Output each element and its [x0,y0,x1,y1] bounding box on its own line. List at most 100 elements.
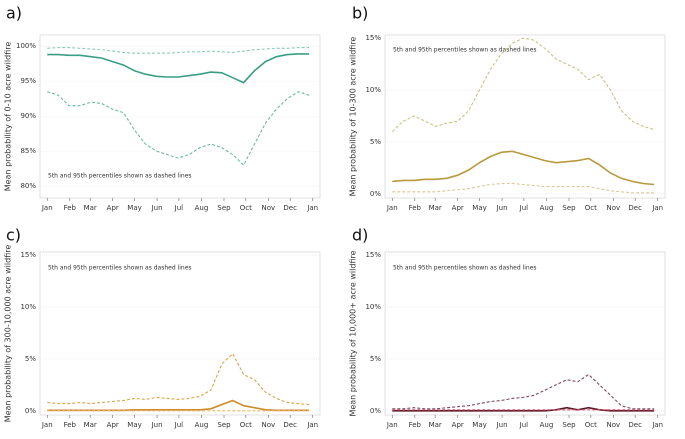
x-tick-label: Dec [628,204,642,212]
x-tick-label: Sep [217,421,231,429]
x-tick-label: Jun [151,204,163,212]
y-tick-label: 10% [20,303,36,311]
x-tick-label: Aug [540,204,554,212]
series-line [47,352,310,406]
x-tick-label: Mar [84,421,97,429]
x-tick-label: Dec [628,421,642,429]
y-tick-label: 10% [365,303,381,311]
y-tick-label: 85% [20,147,36,155]
x-tick-label: Sep [217,204,231,212]
x-tick-label: Jun [496,204,508,212]
y-axis-label: Mean probability of 10,000+ acre wildfir… [349,250,358,416]
series-line [47,91,310,167]
x-tick-label: Apr [452,421,464,429]
x-tick-label: Feb [64,421,77,429]
panel-label: d) [352,226,368,245]
x-tick-label: May [127,204,141,212]
x-tick-label: Sep [562,204,576,212]
y-tick-label: 0% [370,407,381,415]
series-line [392,150,655,186]
x-tick-label: Apr [452,204,464,212]
series-line [392,373,655,410]
x-tick-label: May [472,204,486,212]
y-tick-label: 15% [20,251,36,259]
series-line [391,37,655,132]
x-tick-label: Apr [107,421,119,429]
x-tick-label: Apr [107,204,119,212]
x-tick-label: Mar [429,421,442,429]
x-tick-label: Jan [41,204,53,212]
panel-label: b) [352,4,368,23]
x-tick-label: Jan [651,204,663,212]
x-tick-label: Jan [651,421,663,429]
y-tick-label: 80% [20,182,36,190]
y-tick-label: 90% [20,112,36,120]
y-tick-label: 0% [25,407,36,415]
x-tick-label: Jun [496,421,508,429]
x-tick-label: Oct [240,421,252,429]
x-tick-label: Aug [540,421,554,429]
x-tick-label: Jul [174,204,184,212]
y-axis-label: Mean probability of 0-10 acre wildfire [4,42,13,192]
x-tick-label: Jan [386,421,398,429]
x-tick-label: Feb [64,204,77,212]
y-tick-label: 5% [25,355,36,363]
annotation: 5th and 95th percentiles shown as dashed… [393,265,537,272]
x-tick-label: Nov [262,204,276,212]
panel-label: a) [6,4,22,23]
x-tick-label: Oct [240,204,252,212]
x-tick-label: Jan [386,204,398,212]
series-line [47,53,310,84]
x-tick-label: Oct [585,421,597,429]
x-tick-label: Jul [519,204,529,212]
panel: a) Mean probability of 0-10 acre wildfire… [4,4,321,212]
y-tick-label: 95% [20,77,36,85]
x-tick-label: Jun [151,421,163,429]
y-tick-label: 5% [370,138,381,146]
series-line [392,182,655,194]
plot-frame [39,251,321,416]
x-tick-label: Feb [409,421,422,429]
series-line [47,399,310,412]
plot-frame [39,34,321,199]
x-tick-label: Mar [84,204,97,212]
x-tick-label: Jan [306,204,318,212]
x-tick-label: Feb [409,204,422,212]
plot-frame [384,251,666,416]
y-tick-label: 0% [370,190,381,198]
plot-frame [384,34,666,199]
x-tick-label: Aug [195,204,209,212]
annotation: 5th and 95th percentiles shown as dashed… [48,265,192,272]
x-tick-label: May [472,421,486,429]
x-tick-label: Sep [562,421,576,429]
panel-label: c) [6,226,21,245]
annotation: 5th and 95th percentiles shown as dashed… [48,173,192,180]
x-tick-label: Aug [195,421,209,429]
x-tick-label: Mar [429,204,442,212]
series-line [392,406,655,412]
series-line [47,47,310,54]
y-tick-label: 15% [365,251,381,259]
x-tick-label: Jan [41,421,53,429]
panel: d) Mean probability of 10,000+ acre wildf… [349,226,666,429]
x-tick-label: Nov [607,421,621,429]
x-tick-label: Jan [306,421,318,429]
x-tick-label: May [127,421,141,429]
x-tick-label: Jul [519,421,529,429]
panel: b) Mean probability of 10-300 acre wildfi… [349,4,666,212]
y-axis-label: Mean probability of 300-10,000 acre wild… [4,245,13,423]
x-tick-label: Nov [262,421,276,429]
y-axis-label: Mean probability of 10-300 acre wildfire [349,37,358,197]
y-tick-label: 5% [370,355,381,363]
x-tick-label: Dec [283,421,297,429]
annotation: 5th and 95th percentiles shown as dashed… [393,47,537,54]
x-tick-label: Nov [607,204,621,212]
y-tick-label: 100% [16,42,36,50]
x-tick-label: Oct [585,204,597,212]
x-tick-label: Dec [283,204,297,212]
panel: c)Mean probability of 300-10,000 acre wi… [4,226,321,429]
x-tick-label: Jul [174,421,184,429]
y-tick-label: 10% [365,86,381,94]
y-tick-label: 15% [365,34,381,42]
